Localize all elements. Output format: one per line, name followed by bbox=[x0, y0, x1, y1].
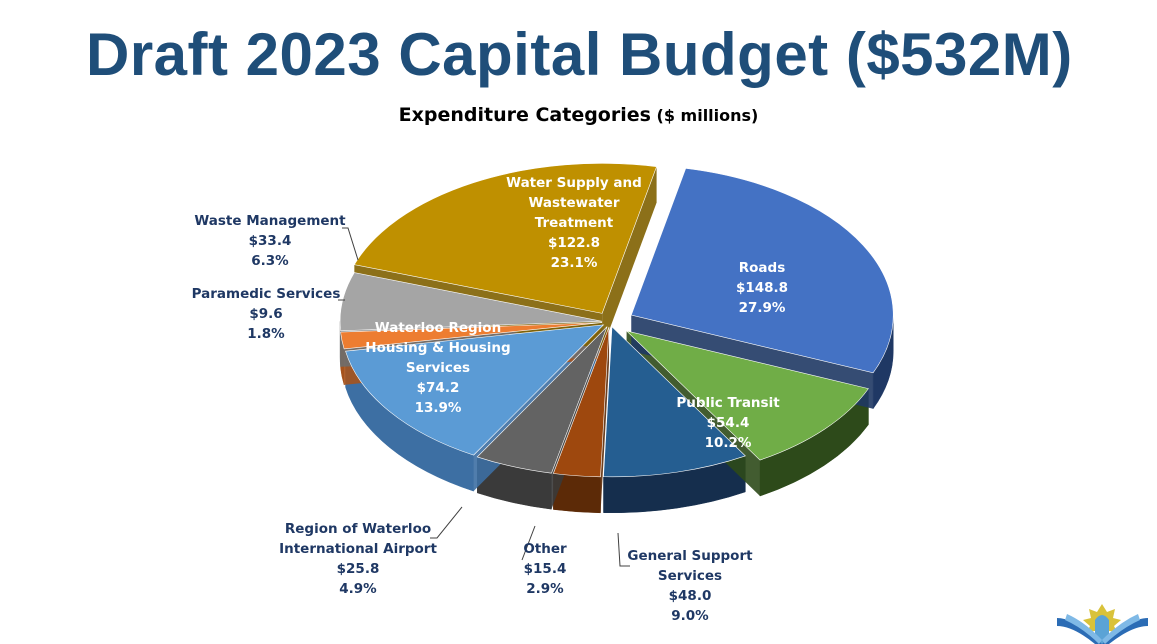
slice-percent-waste-management: 6.3% bbox=[251, 253, 289, 269]
slide-title: Draft 2023 Capital Budget ($532M) bbox=[86, 21, 1073, 88]
pie-slice-public-transit bbox=[625, 330, 869, 461]
chart-title-main: Expenditure Categories bbox=[398, 104, 651, 126]
pie-tops bbox=[339, 163, 894, 478]
pie-slice-other bbox=[552, 326, 610, 478]
slice-percent-paramedic-services: 1.8% bbox=[247, 326, 285, 342]
slice-percent-region-of-waterloo-international-airport: 4.9% bbox=[339, 581, 377, 597]
region-logo-icon bbox=[1057, 604, 1148, 644]
slice-percent-waterloo-region-housing-housing-services: 13.9% bbox=[415, 400, 462, 416]
leader-line-waste-management bbox=[342, 227, 359, 261]
slice-label-general-support-services: General Support Services $48.0 9.0% bbox=[627, 548, 753, 624]
chart-title: Expenditure Categories ($ millions) bbox=[0, 104, 1157, 126]
slice-percent-general-support-services: 9.0% bbox=[671, 608, 709, 624]
slice-value-roads: $148.8 bbox=[736, 280, 788, 296]
slice-value-public-transit: $54.4 bbox=[707, 415, 750, 431]
pie-slice-paramedic-services bbox=[340, 322, 603, 350]
pie-slice-general-support-services bbox=[603, 326, 746, 478]
slice-label-water-supply-and-wastewater-treatment: Water Supply and Wastewater Treatment $122.… bbox=[506, 175, 642, 271]
slice-value-paramedic-services: $9.6 bbox=[249, 306, 282, 322]
slice-percent-roads: 27.9% bbox=[739, 300, 786, 316]
slice-value-other: $15.4 bbox=[524, 561, 567, 577]
pie-face-other bbox=[600, 326, 610, 513]
slice-label-public-transit: Public Transit $54.4 10.2% bbox=[676, 395, 780, 451]
leader-line-region-of-waterloo-international-airport bbox=[430, 506, 463, 539]
slice-value-waterloo-region-housing-housing-services: $74.2 bbox=[417, 380, 460, 396]
slice-label-other: Other $15.4 2.9% bbox=[523, 541, 567, 597]
slice-label-roads: Roads $148.8 27.9% bbox=[736, 260, 788, 316]
pie-face-water-supply-and-wastewater-treatment bbox=[602, 166, 657, 350]
leader-line-other bbox=[521, 525, 536, 561]
slice-percent-other: 2.9% bbox=[526, 581, 564, 597]
slice-label-waterloo-region-housing-housing-services: Waterloo Region Housing & Housing Services… bbox=[365, 320, 510, 416]
pie-slice-roads bbox=[630, 168, 894, 374]
slice-percent-public-transit: 10.2% bbox=[705, 435, 752, 451]
slice-label-paramedic-services: Paramedic Services $9.6 1.8% bbox=[192, 286, 341, 342]
pie-labels: Roads $148.8 27.9%Public Transit $54.4 10.2%… bbox=[192, 175, 788, 624]
slice-label-waste-management: Waste Management $33.4 6.3% bbox=[194, 213, 346, 269]
slice-value-general-support-services: $48.0 bbox=[669, 588, 712, 604]
slice-value-region-of-waterloo-international-airport: $25.8 bbox=[337, 561, 380, 577]
slice-label-region-of-waterloo-international-airport: Region of Waterloo International Airport $… bbox=[279, 521, 437, 597]
pie-slice-waste-management bbox=[339, 272, 603, 332]
pie-slice-water-supply-and-wastewater-treatment bbox=[353, 163, 658, 314]
pie-slice-waterloo-region-housing-housing-services bbox=[345, 324, 605, 456]
slice-value-waste-management: $33.4 bbox=[249, 233, 292, 249]
chart-title-unit: ($ millions) bbox=[656, 106, 759, 125]
slice-percent-water-supply-and-wastewater-treatment: 23.1% bbox=[551, 255, 598, 271]
slice-value-water-supply-and-wastewater-treatment: $122.8 bbox=[548, 235, 600, 251]
leader-line-general-support-services bbox=[617, 532, 630, 567]
pie-slice-region-of-waterloo-international-airport bbox=[476, 326, 608, 474]
